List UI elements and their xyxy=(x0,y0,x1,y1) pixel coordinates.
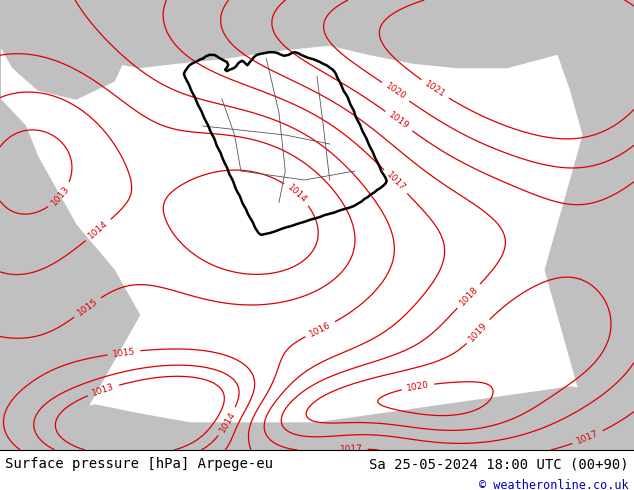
Text: Sa 25-05-2024 18:00 UTC (00+90): Sa 25-05-2024 18:00 UTC (00+90) xyxy=(369,457,629,471)
Polygon shape xyxy=(89,346,114,360)
Text: 1015: 1015 xyxy=(112,346,136,359)
Text: 1017: 1017 xyxy=(576,429,600,446)
Polygon shape xyxy=(0,0,127,99)
Text: 1015: 1015 xyxy=(75,297,100,318)
Text: 1020: 1020 xyxy=(406,380,430,393)
Text: Surface pressure [hPa] Arpege-eu: Surface pressure [hPa] Arpege-eu xyxy=(5,457,273,471)
Text: 1019: 1019 xyxy=(467,320,489,343)
Polygon shape xyxy=(0,387,634,450)
Polygon shape xyxy=(13,360,51,387)
Text: 1014: 1014 xyxy=(286,183,309,205)
Text: 1019: 1019 xyxy=(387,111,411,131)
Text: © weatheronline.co.uk: © weatheronline.co.uk xyxy=(479,479,629,490)
Text: 1013: 1013 xyxy=(91,382,115,398)
Text: 1014: 1014 xyxy=(217,410,237,434)
Polygon shape xyxy=(545,0,634,450)
Text: 1018: 1018 xyxy=(458,285,480,308)
Polygon shape xyxy=(0,0,634,68)
Text: 1014: 1014 xyxy=(87,219,110,241)
Text: 1020: 1020 xyxy=(384,82,408,102)
Text: 1016: 1016 xyxy=(308,320,333,339)
Polygon shape xyxy=(0,0,139,450)
Text: 1017: 1017 xyxy=(384,171,407,193)
Text: 1017: 1017 xyxy=(340,444,363,454)
Text: 1013: 1013 xyxy=(49,184,71,208)
Text: 1021: 1021 xyxy=(423,79,447,99)
